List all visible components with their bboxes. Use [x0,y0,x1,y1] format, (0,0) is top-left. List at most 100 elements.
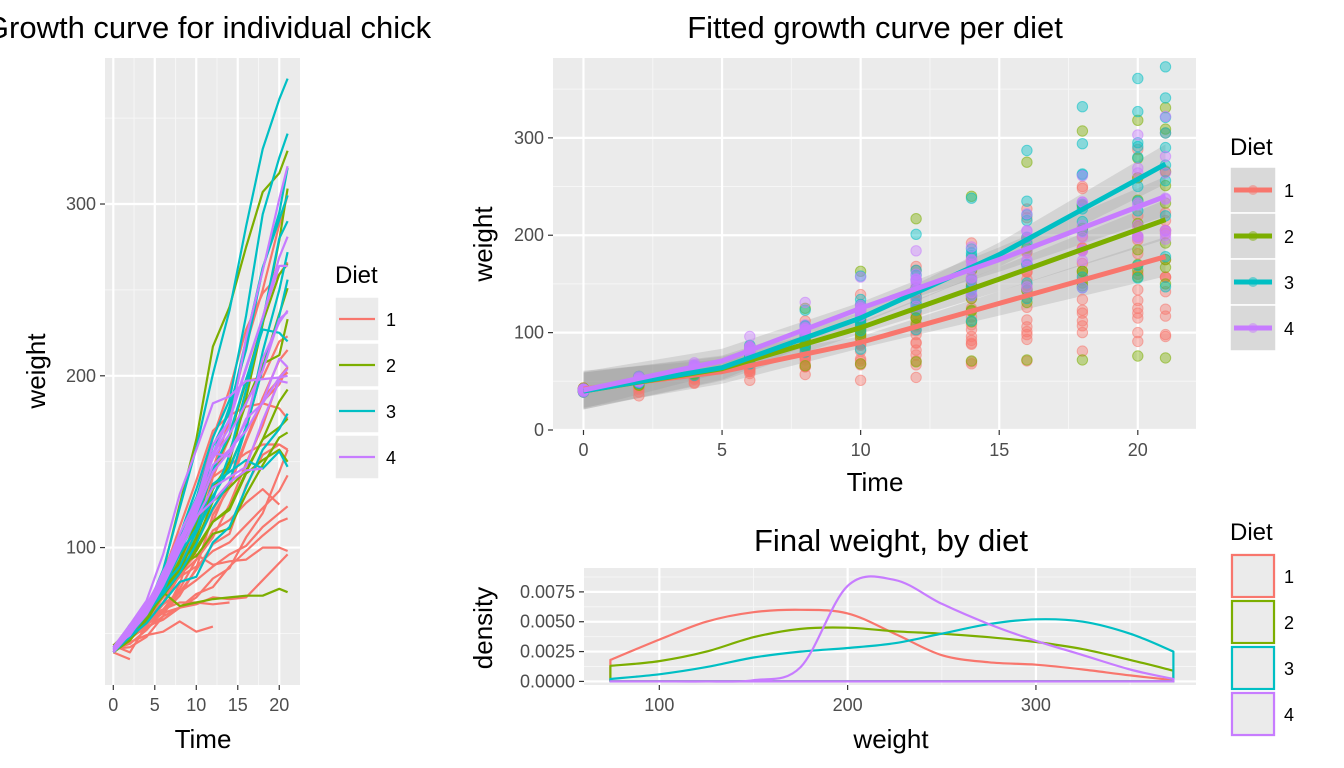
legend-key-bg [1229,552,1277,600]
x-tick-label: 300 [1021,695,1051,715]
data-point-diet-2 [1159,102,1172,114]
data-point-diet-1 [633,390,645,402]
data-point-diet-4 [1021,224,1033,237]
x-tick-label: 15 [228,695,248,715]
chart-title: Final weight, by diet [754,523,1028,558]
x-tick-label: 10 [186,695,206,715]
legend-key-diet-3 [1230,645,1276,691]
x-axis-label: weight [852,724,929,754]
legend-label: 1 [386,310,396,330]
data-point-diet-4 [965,241,978,253]
data-point-diet-4 [1021,208,1033,220]
legend-key-diet-2 [1230,599,1276,645]
legend-key-point [1248,323,1258,333]
data-point-diet-4 [799,296,811,309]
chick-growth-chart: Growth curve for individual chick 0 5 10 15… [0,10,432,754]
data-point-diet-1 [1021,328,1033,341]
data-point-diet-1 [1159,310,1172,322]
data-point-diet-1 [1132,284,1144,296]
y-axis-label: density [468,587,498,669]
data-point-diet-1 [1076,304,1089,316]
plot-panel [584,568,1196,685]
density-curve-diet-4 [609,575,1175,683]
data-point-diet-4 [854,271,867,283]
data-point-diet-1 [1076,307,1089,319]
data-point-diet-1 [1159,207,1172,219]
data-point-diet-3 [1076,101,1089,113]
x-tick-label: 10 [851,440,871,460]
data-point-diet-1 [965,358,978,370]
chart-title: Fitted growth curve per diet [687,10,1063,45]
data-point-diet-1 [1132,268,1144,280]
data-point-diet-3 [1132,151,1144,164]
x-axis-label: Time [847,467,904,497]
legend-key-point [1248,231,1258,241]
data-point-diet-3 [1159,141,1172,154]
data-point-diet-2 [1076,354,1089,366]
data-point-diet-2 [1159,352,1172,364]
data-point-diet-1 [799,368,811,381]
legend-key-diet-1 [1230,553,1276,599]
data-point-diet-1 [910,359,922,371]
x-tick-label: 5 [717,440,727,460]
y-tick-label: 0.0025 [520,642,575,662]
legend-title: Diet [335,262,378,289]
legend-label: 2 [1284,613,1294,633]
x-tick-label: 20 [1128,440,1148,460]
legend-label: 2 [386,356,396,376]
data-point-diet-4 [1021,281,1033,293]
data-point-diet-3 [1159,92,1172,104]
x-tick-label: 0 [108,695,118,715]
plot-panel [553,58,1196,430]
data-point-diet-2 [1076,125,1089,137]
data-point-diet-1 [965,337,978,349]
y-tick-label: 300 [66,194,96,214]
fitted-growth-chart: Fitted growth curve per diet 0 5 10 15 20010… [468,10,1294,497]
data-point-diet-4 [744,330,756,343]
data-point-diet-4 [910,245,922,257]
density-curve-diet-3 [609,618,1175,683]
data-point-diet-2 [1132,244,1144,256]
chick-line-diet-1 [112,517,289,650]
y-tick-label: 0.0050 [520,612,575,632]
data-point-diet-2 [1159,123,1172,135]
data-point-diet-3 [1021,144,1033,157]
x-axis-label: Time [175,724,232,754]
legend-title: Diet [1230,134,1273,161]
chick-lines [112,78,289,661]
data-point-diet-1 [1076,182,1089,195]
data-point-diet-3 [799,304,811,316]
y-tick-label: 100 [514,323,544,343]
data-point-diet-1 [910,371,922,384]
data-point-diet-4 [1132,129,1144,141]
data-point-diet-1 [744,367,756,380]
legend-label: 4 [1284,319,1294,339]
chick-line-diet-3 [112,413,289,650]
data-point-diet-2 [1159,278,1172,290]
legend-title: Diet [1230,519,1273,546]
x-tick-label: 20 [269,695,289,715]
y-tick-label: 200 [514,225,544,245]
data-point-diet-4 [1159,167,1172,179]
data-point-diet-4 [1076,254,1089,267]
data-point-diet-3 [1159,175,1172,187]
data-point-diet-4 [1159,150,1172,163]
data-point-diet-3 [910,264,922,276]
data-point-diet-1 [1132,312,1144,324]
y-axis-label: weight [21,333,51,410]
data-point-diet-1 [965,237,978,249]
data-point-diet-2 [799,360,811,372]
data-point-diet-3 [965,315,978,327]
legend: Diet 1 2 3 4 [1229,134,1294,352]
legend-key-point [1248,277,1258,287]
legend-label: 1 [1284,567,1294,587]
legend-key-bg [1229,690,1277,738]
y-tick-label: 0.0000 [520,671,575,691]
data-point-diet-2 [910,356,922,368]
x-tick-label: 100 [644,695,674,715]
data-point-diet-1 [1132,294,1144,307]
chick-line-diet-1 [112,651,131,661]
y-axis-label: weight [468,206,498,283]
fit-line-diet-4 [582,193,1167,393]
data-point-diet-3 [1159,281,1172,293]
